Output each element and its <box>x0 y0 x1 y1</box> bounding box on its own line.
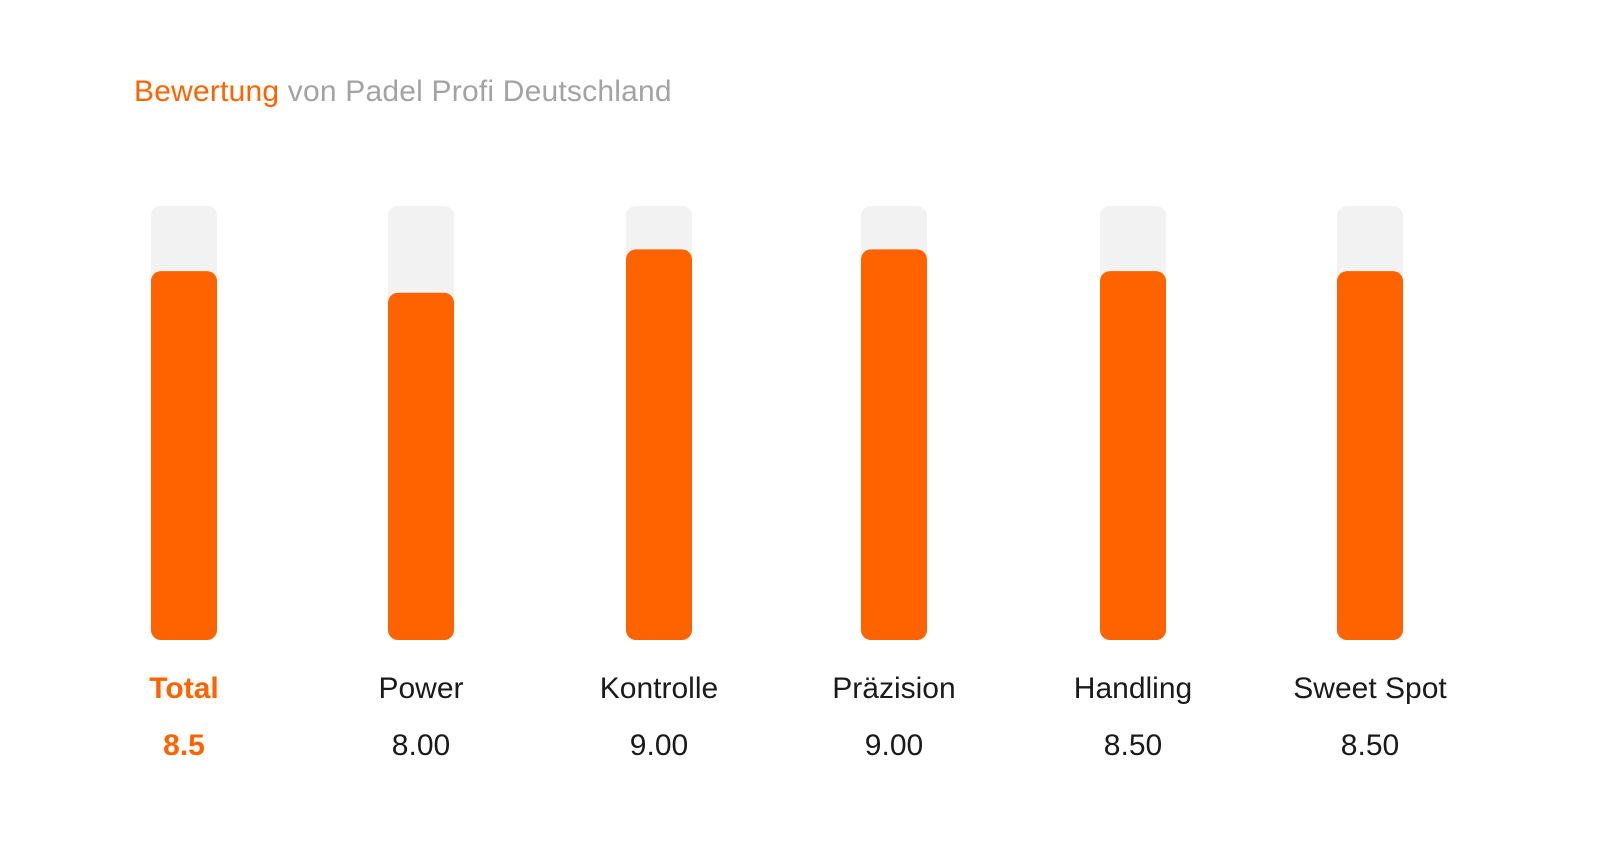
bar-fill <box>151 271 217 640</box>
category-label: Handling <box>1074 672 1192 705</box>
bar-fill <box>388 292 454 640</box>
value-label: 8.00 <box>392 729 450 762</box>
chart-title-rest: von Padel Profi Deutschland <box>287 75 672 108</box>
bar-fill <box>861 249 927 640</box>
value-label: 9.00 <box>865 729 923 762</box>
bar-fill <box>626 249 692 640</box>
value-label: 8.5 <box>163 729 205 762</box>
value-label: 9.00 <box>630 729 688 762</box>
category-label: Power <box>378 672 463 705</box>
category-label: Präzision <box>832 672 955 705</box>
category-label: Kontrolle <box>600 672 718 705</box>
chart-title: Bewertung von Padel Profi Deutschland <box>134 72 672 112</box>
value-label: 8.50 <box>1341 729 1399 762</box>
chart-title-accent: Bewertung <box>134 75 280 108</box>
bar-fill <box>1100 271 1166 640</box>
value-label: 8.50 <box>1104 729 1162 762</box>
category-label: Total <box>149 672 218 705</box>
category-label: Sweet Spot <box>1293 672 1447 705</box>
bar-fill <box>1337 271 1403 640</box>
